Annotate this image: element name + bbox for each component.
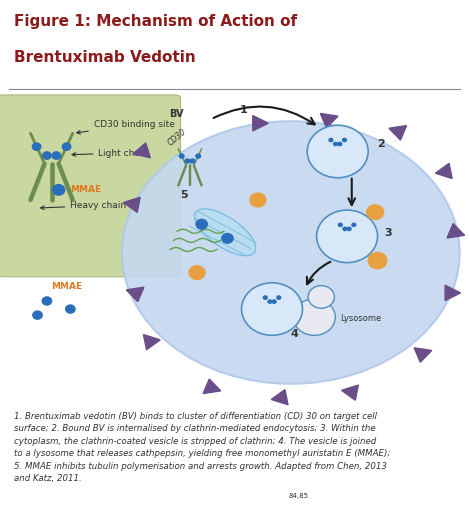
Text: 3: 3 (385, 228, 392, 238)
Circle shape (333, 142, 338, 145)
Circle shape (317, 210, 378, 263)
Text: Light chain: Light chain (72, 148, 149, 158)
Circle shape (250, 193, 266, 207)
FancyArrowPatch shape (348, 179, 355, 205)
Text: Figure 1: Mechanism of Action of: Figure 1: Mechanism of Action of (14, 14, 297, 29)
Circle shape (264, 296, 267, 299)
Circle shape (343, 227, 347, 230)
Circle shape (352, 223, 356, 227)
Ellipse shape (122, 121, 460, 384)
Circle shape (368, 252, 387, 269)
Circle shape (367, 205, 384, 219)
Circle shape (277, 296, 280, 299)
Circle shape (242, 283, 303, 335)
FancyArrowPatch shape (213, 107, 315, 124)
Circle shape (62, 143, 71, 150)
FancyBboxPatch shape (0, 95, 181, 277)
Circle shape (66, 305, 75, 313)
Circle shape (329, 138, 333, 142)
Text: CD30 binding site: CD30 binding site (76, 120, 174, 134)
Text: BV: BV (169, 109, 183, 119)
Circle shape (339, 223, 342, 227)
Circle shape (43, 152, 51, 159)
Circle shape (196, 154, 201, 158)
Circle shape (52, 152, 61, 159)
Circle shape (53, 185, 65, 195)
Circle shape (196, 219, 207, 229)
Circle shape (33, 311, 42, 319)
Text: 1. Brentuximab vedotin (BV) binds to cluster of differentiation (CD) 30 on targe: 1. Brentuximab vedotin (BV) binds to clu… (14, 412, 390, 483)
Text: CD30: CD30 (166, 127, 189, 147)
Text: MMAE: MMAE (70, 185, 101, 194)
Text: 1: 1 (239, 105, 247, 115)
FancyArrowPatch shape (307, 262, 331, 284)
Circle shape (222, 233, 233, 243)
Circle shape (272, 300, 276, 303)
Circle shape (338, 142, 342, 145)
Text: 84,85: 84,85 (288, 493, 309, 499)
Circle shape (308, 286, 334, 308)
Circle shape (42, 297, 52, 305)
Ellipse shape (195, 209, 256, 256)
Circle shape (189, 266, 205, 280)
Text: MMAE: MMAE (52, 282, 83, 291)
Text: 5: 5 (181, 190, 188, 200)
Text: Brentuximab Vedotin: Brentuximab Vedotin (14, 50, 196, 65)
Circle shape (268, 300, 272, 303)
Circle shape (190, 159, 195, 163)
Text: Lysosome: Lysosome (340, 314, 381, 323)
Circle shape (342, 138, 346, 142)
Circle shape (347, 227, 351, 230)
Text: Heavy chain: Heavy chain (41, 201, 127, 210)
Text: 2: 2 (378, 139, 386, 149)
Circle shape (185, 159, 189, 163)
Circle shape (307, 125, 368, 178)
Text: 4: 4 (291, 329, 299, 339)
Circle shape (179, 154, 184, 158)
Circle shape (32, 143, 41, 150)
Circle shape (293, 299, 335, 335)
